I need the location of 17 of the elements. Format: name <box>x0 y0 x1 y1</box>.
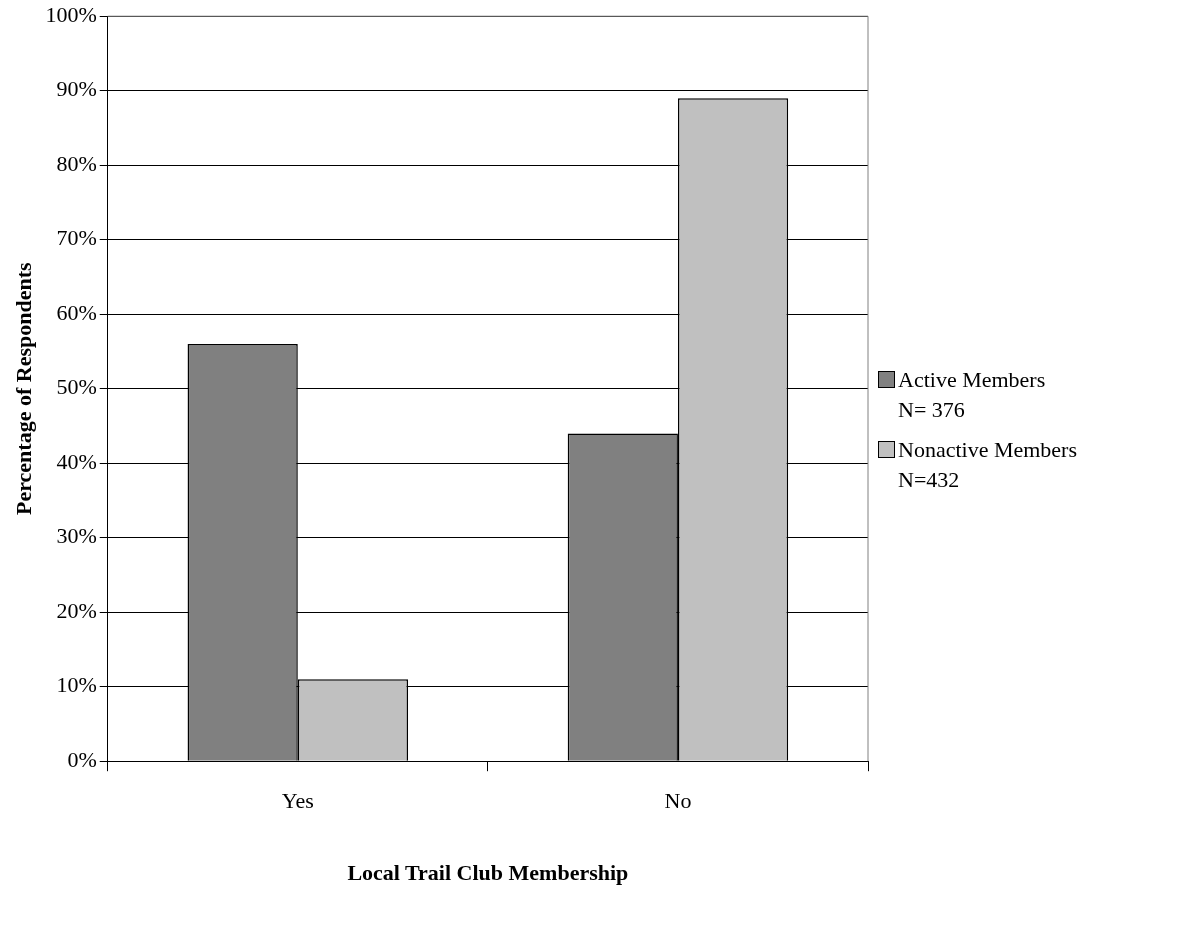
legend-label: Nonactive Members N=432 <box>898 436 1077 494</box>
legend-label: Active Members N= 376 <box>898 366 1046 424</box>
y-tick-label: 0% <box>67 746 97 772</box>
y-tick-label: 60% <box>56 299 97 325</box>
y-tick-label: 100% <box>45 1 97 27</box>
y-axis-title: Percentage of Respondents <box>10 261 36 515</box>
y-tick-label: 80% <box>56 150 97 176</box>
y-tick-label: 70% <box>56 225 97 251</box>
y-tick-label: 20% <box>56 597 97 623</box>
x-tick-label: Yes <box>281 788 314 814</box>
x-tick-label: No <box>664 788 692 814</box>
y-tick-label: 30% <box>56 523 97 549</box>
x-axis-title: Local Trail Club Membership <box>347 860 629 886</box>
y-tick-label: 90% <box>56 76 97 102</box>
y-tick-label: 50% <box>56 374 97 400</box>
y-tick-label: 40% <box>56 448 97 474</box>
y-tick-label: 10% <box>56 672 97 698</box>
